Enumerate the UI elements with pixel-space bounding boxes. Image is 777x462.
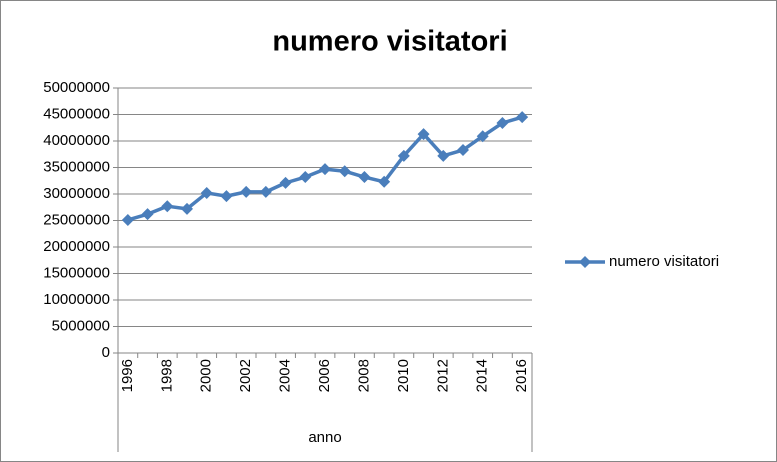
y-tick-label: 45000000	[43, 105, 110, 122]
y-tick-label: 50000000	[43, 79, 110, 96]
data-point	[121, 213, 134, 226]
y-tick-label: 10000000	[43, 291, 110, 308]
y-tick-label: 25000000	[43, 211, 110, 228]
y-tick-label: 0	[102, 344, 110, 361]
data-point	[240, 185, 253, 198]
y-tick-label: 20000000	[43, 238, 110, 255]
x-tick-label: 2010	[395, 359, 412, 392]
y-tick-label: 30000000	[43, 185, 110, 202]
x-tick-label: 2012	[434, 359, 451, 392]
legend-label: numero visitatori	[609, 253, 719, 270]
data-point	[200, 186, 213, 199]
data-point	[299, 171, 312, 184]
y-tick-label: 35000000	[43, 158, 110, 175]
x-tick-label: 2008	[355, 359, 372, 392]
x-tick-label: 2002	[237, 359, 254, 392]
data-point	[319, 163, 331, 176]
chart-title: numero visitatori	[272, 26, 507, 58]
data-point	[141, 208, 154, 221]
data-point	[161, 200, 174, 213]
y-tick-label: 40000000	[43, 132, 110, 149]
x-tick-label: 1996	[119, 359, 136, 392]
x-axis-label: anno	[308, 429, 341, 446]
legend-marker	[579, 256, 591, 268]
x-tick-label: 2006	[316, 359, 333, 392]
data-point	[220, 190, 233, 203]
data-point	[437, 149, 450, 162]
x-tick-label: 1998	[158, 359, 175, 392]
data-point	[397, 149, 410, 162]
x-tick-label: 2000	[198, 359, 215, 392]
data-point	[417, 128, 430, 141]
data-point	[496, 116, 509, 129]
data-point	[279, 176, 292, 189]
x-tick-label: 2014	[474, 359, 491, 392]
x-tick-label: 2016	[513, 359, 530, 392]
data-point	[378, 175, 391, 188]
data-point	[358, 171, 371, 184]
data-point	[259, 185, 272, 198]
data-point	[181, 202, 193, 215]
data-point	[457, 144, 469, 157]
data-point	[476, 130, 489, 143]
y-tick-label: 5000000	[52, 317, 110, 334]
data-point	[516, 111, 529, 124]
x-tick-label: 2004	[277, 359, 294, 392]
y-tick-label: 15000000	[43, 264, 110, 281]
data-point	[338, 165, 351, 178]
